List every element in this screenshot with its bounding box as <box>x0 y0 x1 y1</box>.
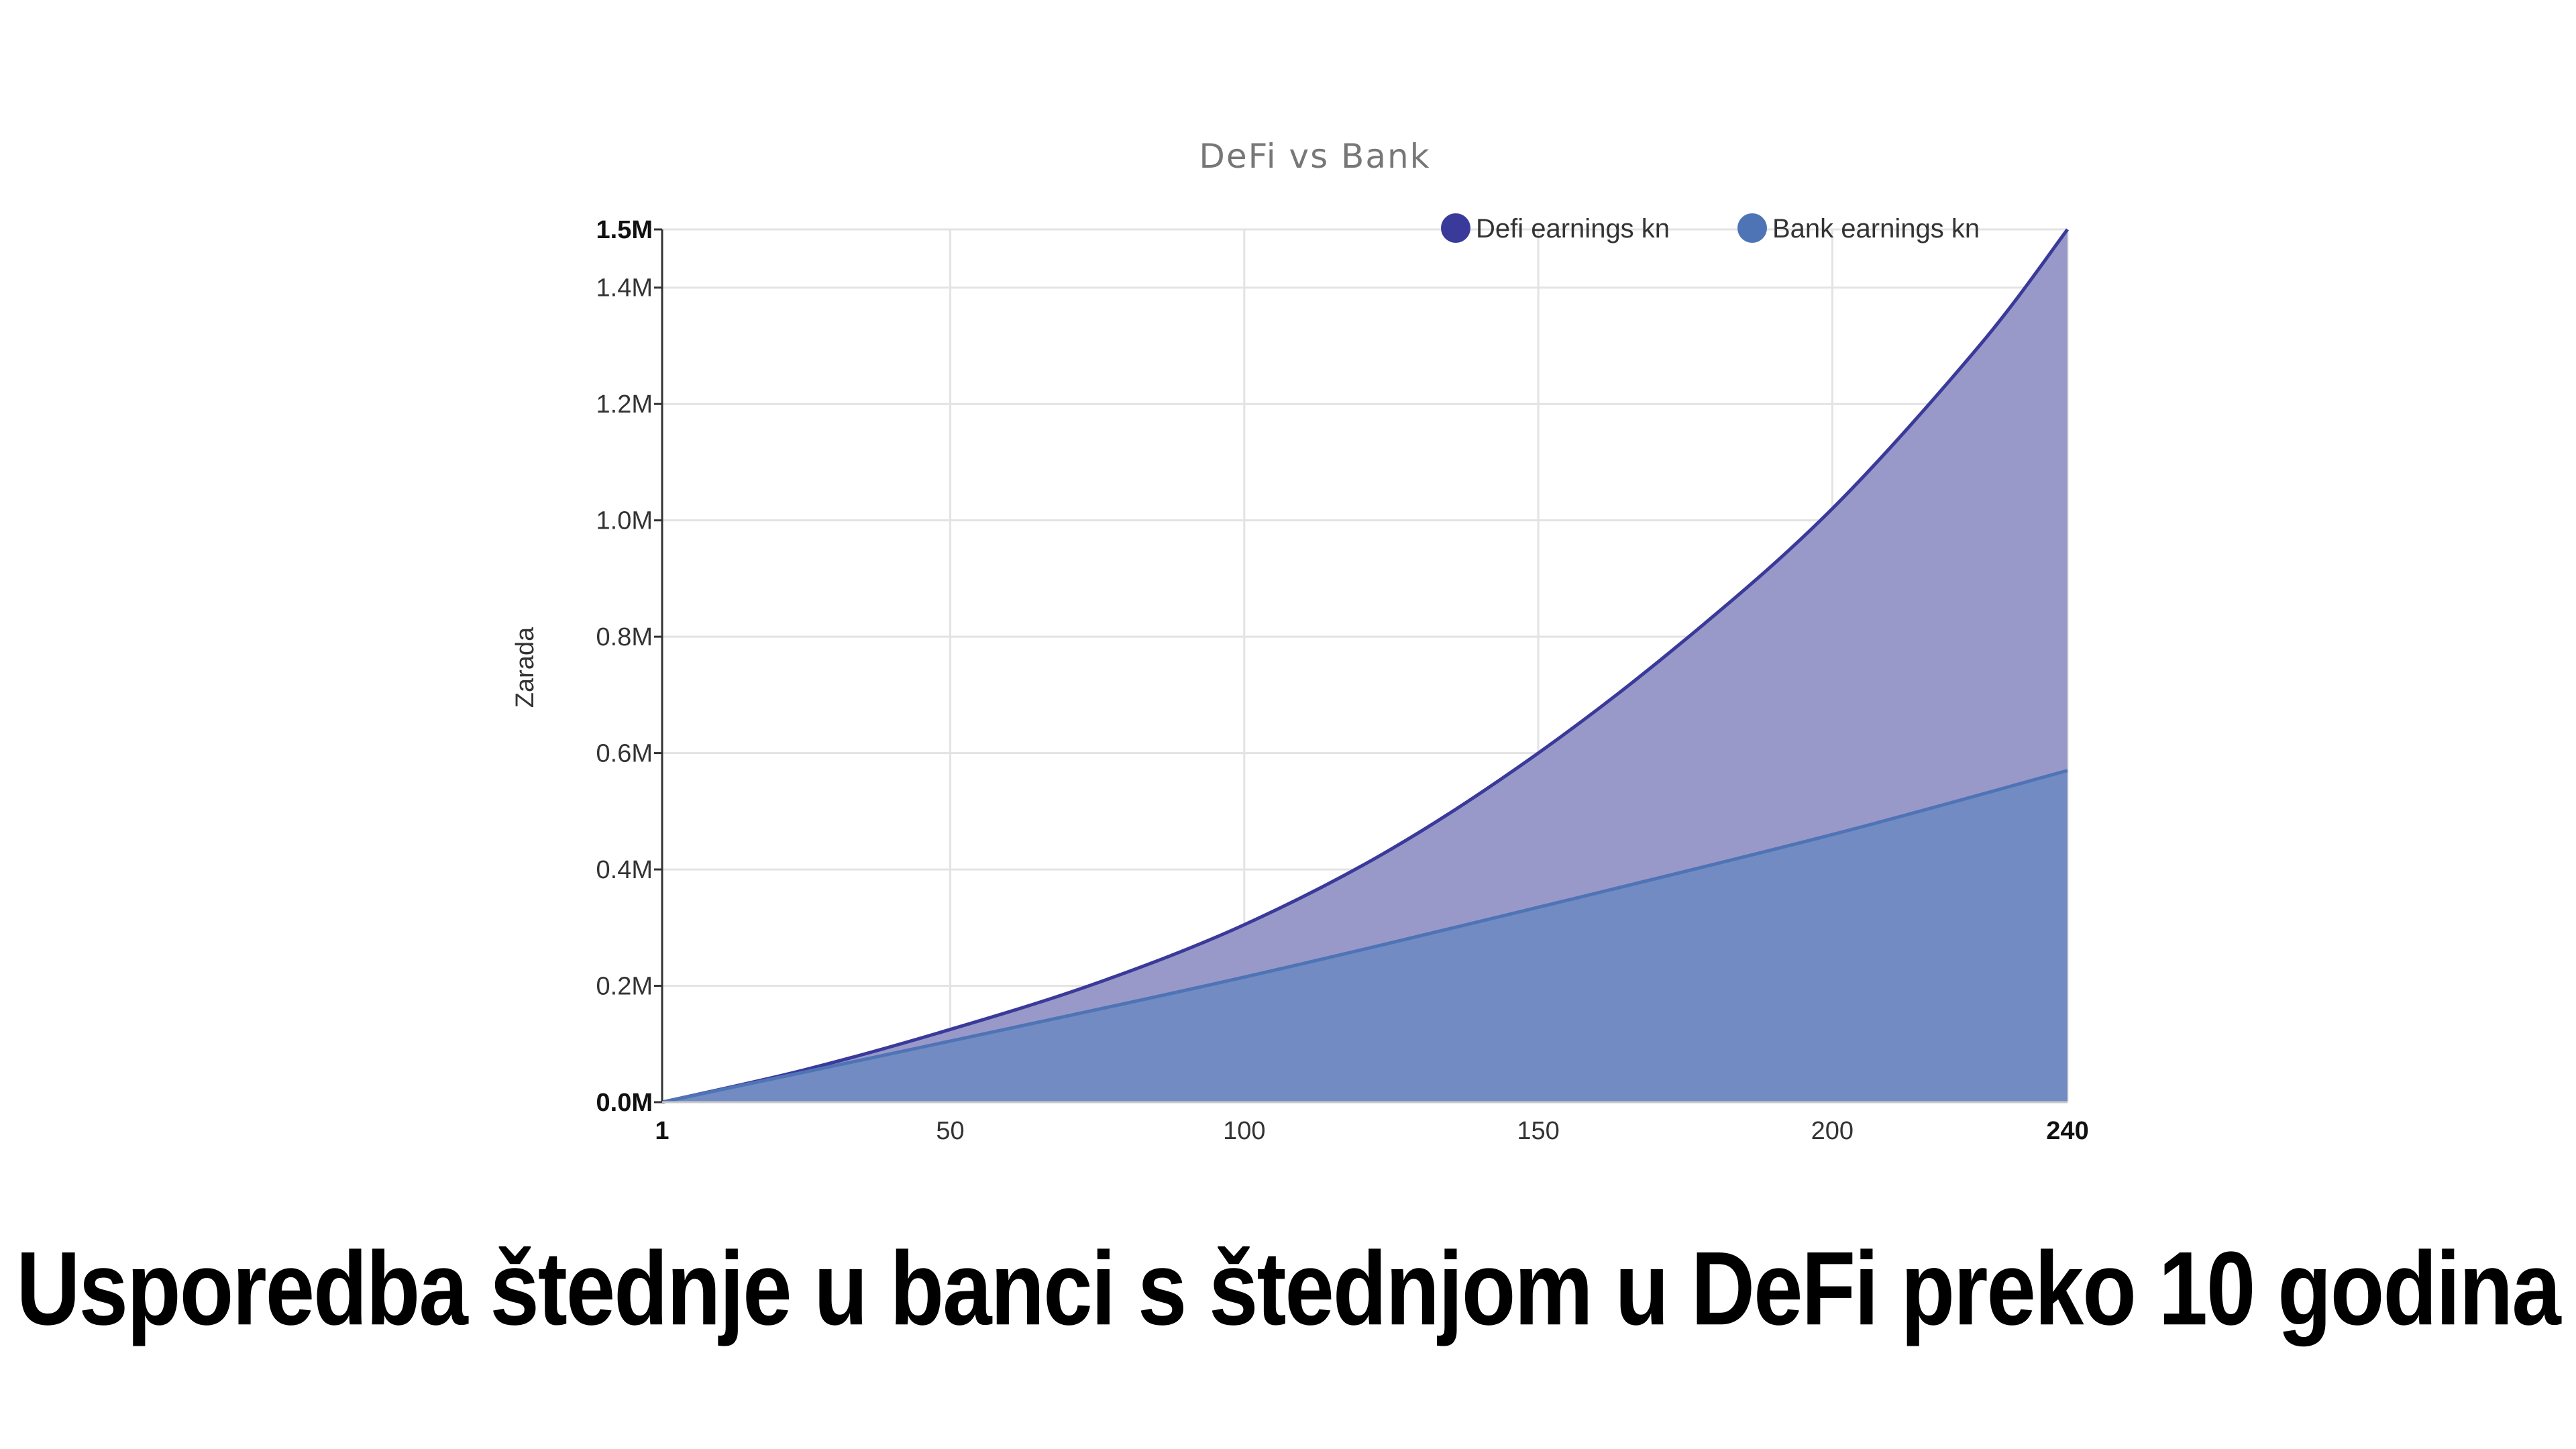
caption: Usporedba štednje u banci s štednjom u D… <box>16 1230 2561 1347</box>
chart-title: DeFi vs Bank <box>1199 137 1430 176</box>
legend-label: Defi earnings kn <box>1476 214 1670 244</box>
legend-item-defi-earnings-kn[interactable]: Defi earnings kn <box>1441 213 1670 244</box>
legend-label: Bank earnings kn <box>1772 214 1980 244</box>
series-areas <box>661 228 2069 1104</box>
x-tick-label: 1 <box>655 1117 669 1145</box>
y-tick-label: 1.2M <box>596 390 653 419</box>
x-tick-label: 150 <box>1517 1117 1559 1145</box>
x-tick-label: 240 <box>2046 1117 2088 1145</box>
legend-marker <box>1737 213 1767 243</box>
y-tick-label: 0.8M <box>596 623 653 651</box>
x-tick-label: 200 <box>1811 1117 1854 1145</box>
x-tick-label: 100 <box>1223 1117 1265 1145</box>
legend-item-bank-earnings-kn[interactable]: Bank earnings kn <box>1737 213 1980 244</box>
x-tick-label: 50 <box>936 1117 964 1145</box>
area-bank-earnings-kn <box>662 770 2068 1102</box>
y-tick-label: 0.2M <box>596 973 653 1001</box>
line-defi-earnings-kn <box>661 228 2069 1104</box>
y-tick-label: 1.5M <box>596 216 653 244</box>
y-tick-label: 1.4M <box>596 274 653 303</box>
y-tick-label: 1.0M <box>596 507 653 535</box>
y-axis-title: Zarada <box>511 627 539 708</box>
y-tick-label: 0.4M <box>596 856 653 884</box>
y-tick-label: 0.0M <box>596 1089 653 1117</box>
legend-marker <box>1441 213 1470 243</box>
legend: Defi earnings kn Bank earnings kn <box>1441 213 1980 244</box>
line-bank-earnings-kn <box>661 769 2068 1104</box>
y-tick-label: 0.6M <box>596 740 653 768</box>
axes: 0.0M0.2M0.4M0.6M0.8M1.0M1.2M1.4M1.5M1 50 1… <box>596 216 2089 1145</box>
